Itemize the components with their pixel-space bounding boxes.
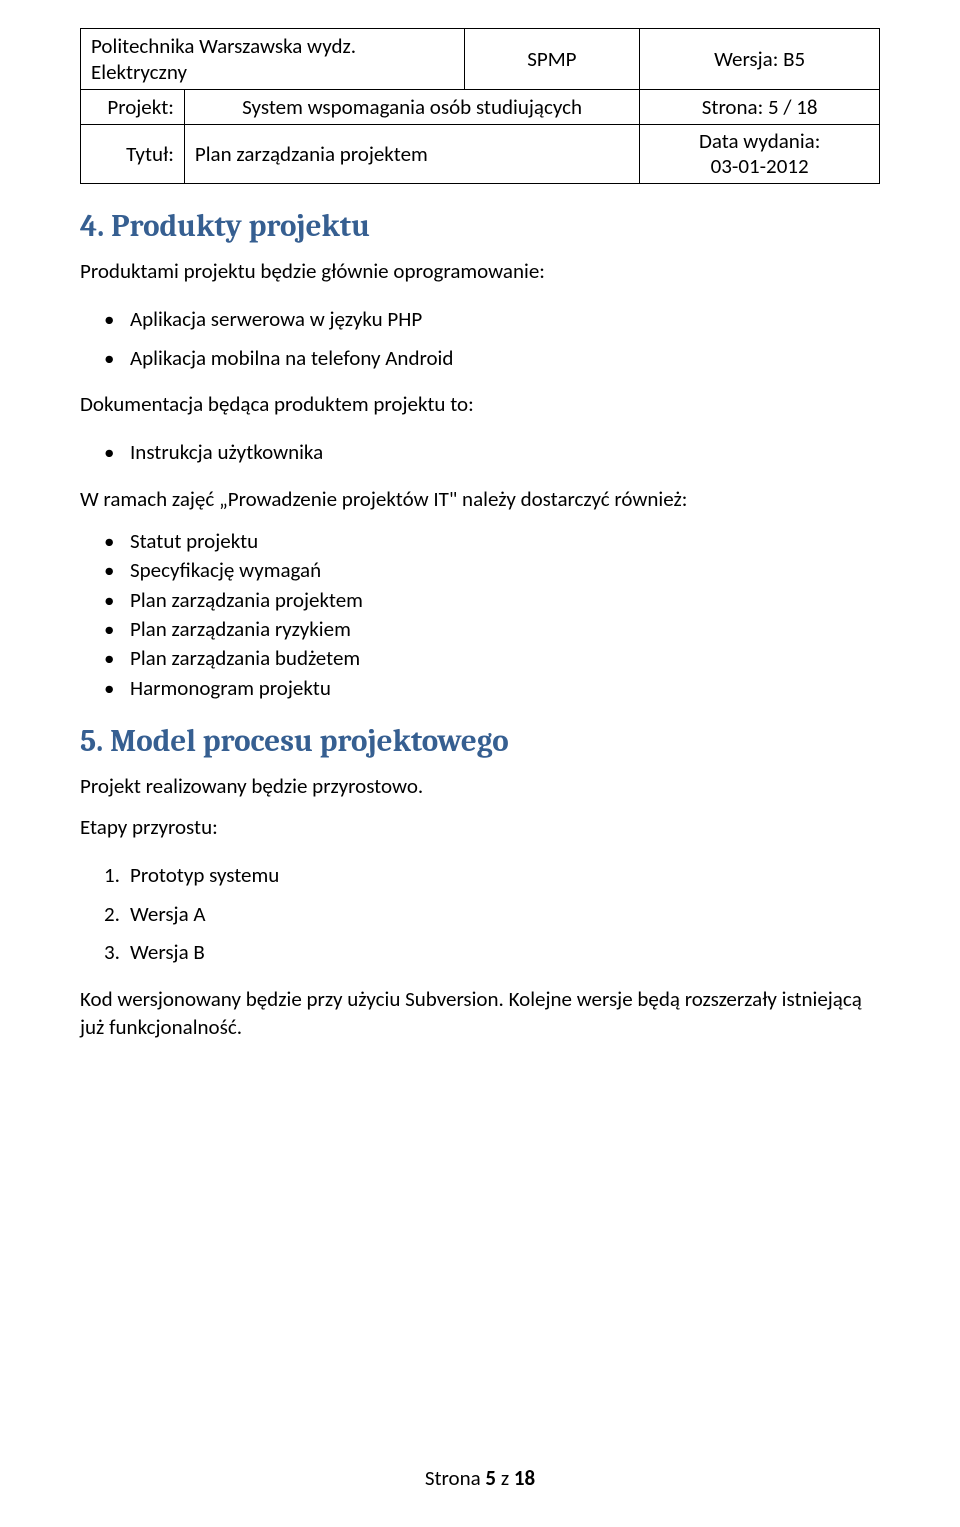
header-page-info: Strona: 5 / 18 [640,90,880,125]
footer-page: 5 [485,1465,496,1491]
section-4-intro: Produktami projektu będzie głównie oprog… [80,258,880,285]
section-5-line-1: Projekt realizowany będzie przyrostowo. [80,773,880,800]
list-item: Instrukcja użytkownika [80,433,880,472]
list-item: Aplikacja serwerowa w języku PHP [80,300,880,339]
section-5-line-2: Etapy przyrostu: [80,814,880,841]
section-4-class-intro: W ramach zajęć „Prowadzenie projektów IT… [80,486,880,513]
footer-mid: z [496,1465,514,1491]
section-5-stages: Prototyp systemu Wersja A Wersja B [80,856,880,973]
header-date-value: 03-01-2012 [711,153,809,179]
section-4-list-3: Statut projektu Specyfikację wymagań Pla… [80,527,880,703]
header-project-label: Projekt: [81,90,185,125]
list-item: Aplikacja mobilna na telefony Android [80,339,880,378]
header-code: SPMP [464,29,640,90]
section-5-heading: 5. Model procesu projektowego [80,723,880,759]
list-item: Plan zarządzania ryzykiem [80,615,880,644]
section-4-heading: 4. Produkty projektu [80,208,880,244]
header-version: Wersja: B5 [640,29,880,90]
header-project-name: System wspomagania osób studiujących [184,90,639,125]
footer-prefix: Strona [425,1465,486,1491]
document-header-table: Politechnika Warszawska wydz. Elektryczn… [80,28,880,184]
header-date: Data wydania: 03-01-2012 [640,125,880,184]
section-4-list-2: Instrukcja użytkownika [80,433,880,472]
section-4-list-1: Aplikacja serwerowa w języku PHP Aplikac… [80,300,880,378]
list-item: Wersja A [80,895,880,934]
footer-total: 18 [514,1465,535,1491]
list-item: Specyfikację wymagań [80,556,880,585]
header-date-label: Data wydania: [699,128,820,154]
header-institution: Politechnika Warszawska wydz. Elektryczn… [81,29,465,90]
list-item: Wersja B [80,933,880,972]
section-4-doc-intro: Dokumentacja będąca produktem projektu t… [80,391,880,418]
list-item: Statut projektu [80,527,880,556]
page-footer: Strona 5 z 18 [0,1465,960,1491]
section-5-closing: Kod wersjonowany będzie przy użyciu Subv… [80,986,880,1041]
header-title-label: Tytuł: [81,125,185,184]
list-item: Plan zarządzania budżetem [80,644,880,673]
list-item: Prototyp systemu [80,856,880,895]
list-item: Harmonogram projektu [80,674,880,703]
header-title-main: Plan zarządzania projektem [184,125,639,184]
list-item: Plan zarządzania projektem [80,586,880,615]
